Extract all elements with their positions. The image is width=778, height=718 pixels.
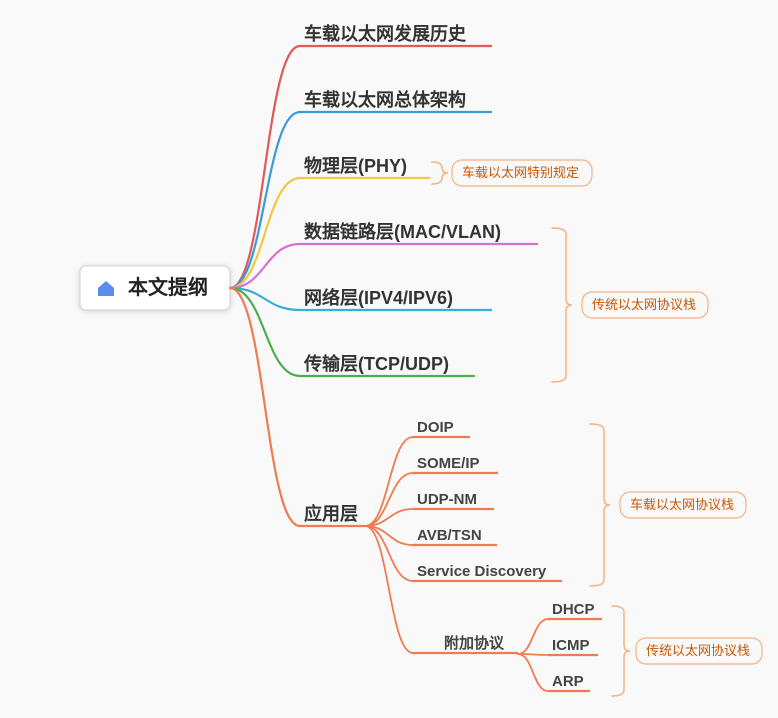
node-a2[interactable]: SOME/IP [417,455,480,472]
bracket-an3 [590,424,610,586]
node-a1[interactable]: DOIP [417,419,454,436]
bracket-an4 [612,606,630,696]
branch-n1 [230,46,300,288]
bracket-an1 [432,162,448,184]
node-n7[interactable]: 应用层 [304,503,358,524]
node-s1[interactable]: DHCP [552,601,595,618]
branch-n7 [230,288,300,526]
node-s3[interactable]: ARP [552,673,584,690]
branch-sub-s3 [518,654,548,691]
annotation-an2: 传统以太网协议栈 [592,297,696,312]
branch-n2 [230,112,300,288]
node-n2[interactable]: 车载以太网总体架构 [304,89,466,110]
annotation-an4: 传统以太网协议栈 [646,643,750,658]
node-a5[interactable]: Service Discovery [417,563,547,580]
node-n6[interactable]: 传输层(TCP/UDP) [303,353,449,374]
branch-sub-s1 [518,619,548,654]
node-n3[interactable]: 物理层(PHY) [304,155,407,176]
branch-app-a1 [365,437,413,526]
node-a6[interactable]: 附加协议 [444,634,505,652]
annotation-an3: 车载以太网协议栈 [630,497,734,512]
node-n4[interactable]: 数据链路层(MAC/VLAN) [304,221,501,242]
branch-n6 [230,288,300,376]
node-a4[interactable]: AVB/TSN [417,527,482,544]
node-s2[interactable]: ICMP [552,637,590,654]
annotation-an1: 车载以太网特别规定 [462,165,579,180]
node-n1[interactable]: 车载以太网发展历史 [304,23,467,44]
node-a3[interactable]: UDP-NM [417,491,477,508]
bracket-an2 [552,228,572,382]
branch-app-a5 [365,526,413,581]
node-n5[interactable]: 网络层(IPV4/IPV6) [304,287,453,308]
root-label: 本文提纲 [128,275,208,299]
